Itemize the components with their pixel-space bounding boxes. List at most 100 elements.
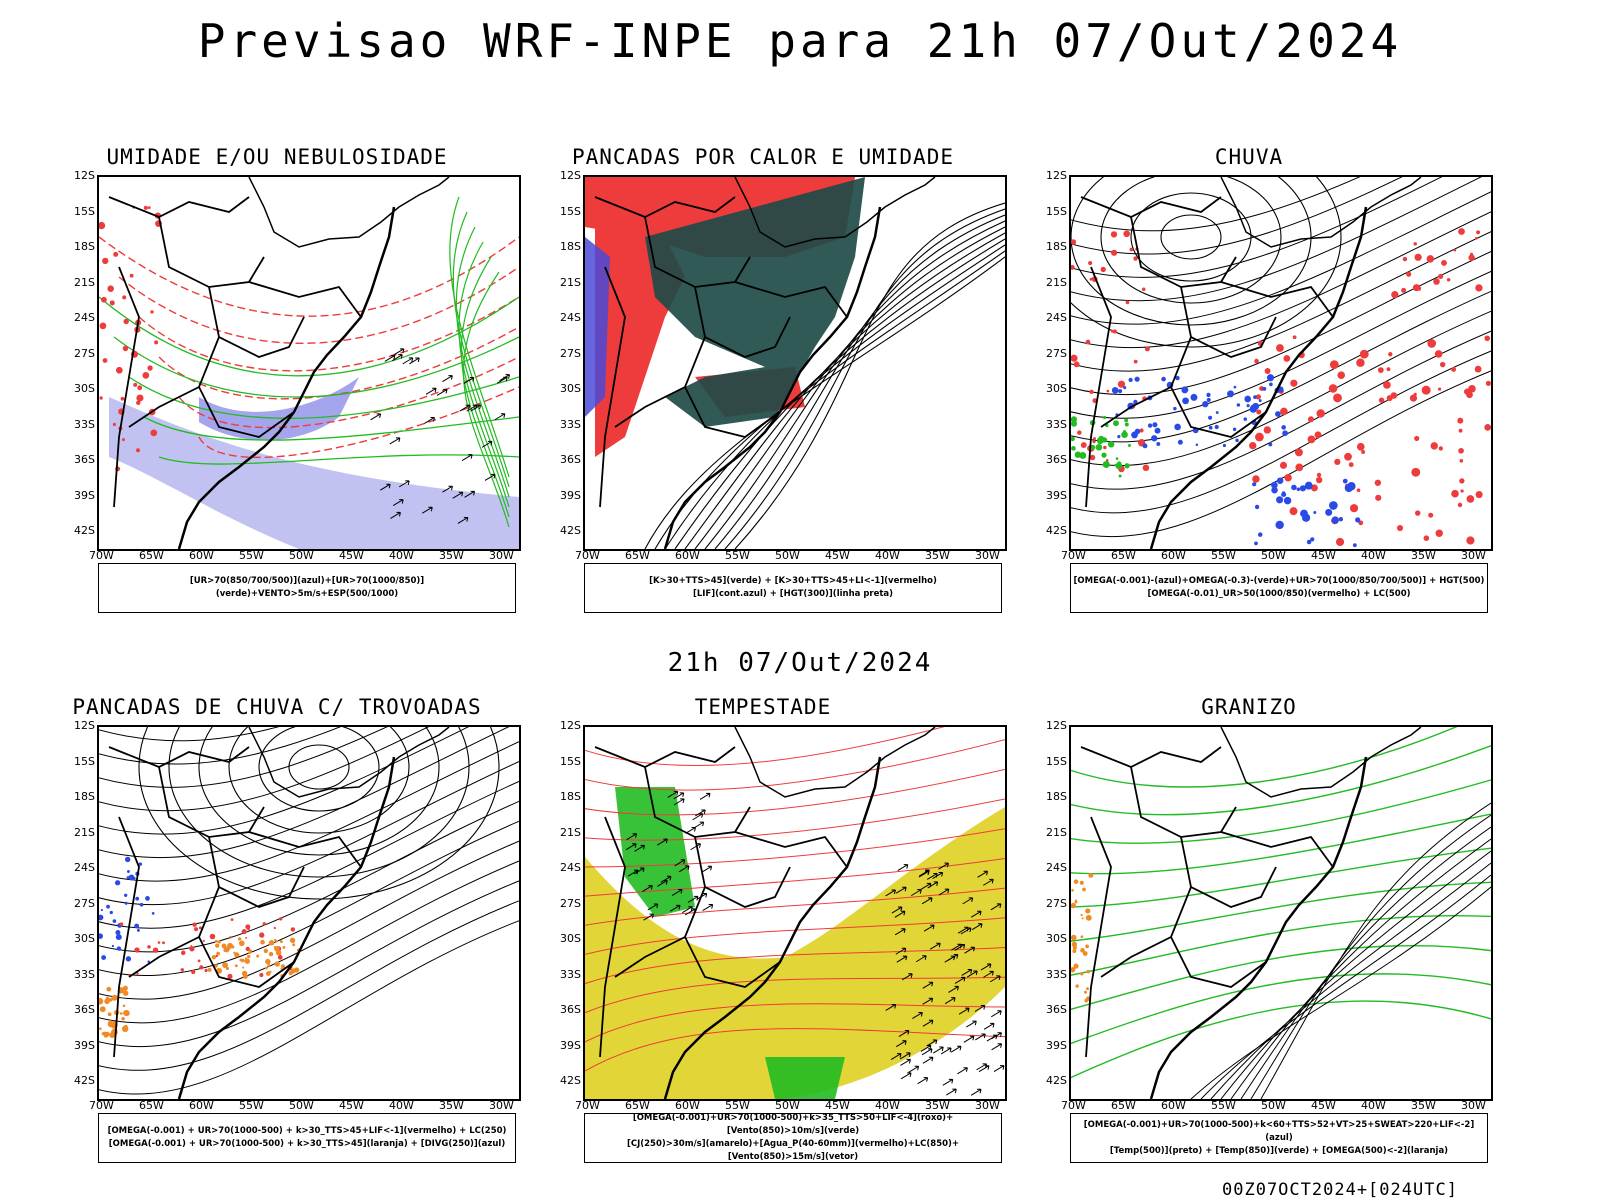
lat-tick-label: 24S <box>1046 861 1067 874</box>
lat-tick-label: 33S <box>560 417 581 431</box>
map-svg <box>99 177 519 549</box>
lon-tick-label: 35W <box>925 1099 950 1112</box>
lat-tick-label: 39S <box>1046 1038 1067 1052</box>
valid-time-title: 21h 07/Out/2024 <box>667 648 933 678</box>
lat-tick-label: 18S <box>560 790 581 803</box>
lat-tick-label: 36S <box>74 453 95 466</box>
lon-tick-label: 50W <box>775 1099 800 1112</box>
lon-tick-label: 55W <box>1211 1099 1236 1112</box>
lat-tick-label: 21S <box>1046 825 1067 839</box>
lon-tick-label: 55W <box>1211 549 1236 562</box>
lat-tick-label: 39S <box>560 488 581 502</box>
lat-tick-label: 24S <box>560 861 581 874</box>
legend-box: [K>30+TTS>45](verde) + [K>30+TTS>45+LI<-… <box>584 563 1002 613</box>
panel-granizo: GRANIZO 12S 15S 18S 21S 24S 27S 30S 33S 36S 39S 42S… <box>1029 695 1499 1185</box>
lon-tick-label: 40W <box>389 549 414 562</box>
lat-tick-label: 15S <box>560 204 581 218</box>
lon-tick-label: 60W <box>189 1099 214 1112</box>
lat-tick-label: 33S <box>560 967 581 981</box>
lat-tick-label: 15S <box>1046 754 1067 768</box>
lon-tick-label: 55W <box>239 549 264 562</box>
legend-line: [OMEGA(-0.001) + UR>70(1000-500) + k>30_… <box>107 1126 507 1136</box>
lat-tick-label: 36S <box>74 1003 95 1016</box>
lon-tick-label: 65W <box>139 549 164 562</box>
lon-tick-label: 55W <box>725 549 750 562</box>
legend-box: [OMEGA(-0.001)-(azul)+OMEGA(-0.3)-(verde… <box>1070 563 1488 613</box>
lat-tick-label: 24S <box>1046 311 1067 324</box>
legend-line: [UR>70(850/700/500)](azul)+[UR>70(1000/8… <box>189 576 425 599</box>
lat-tick-label: 15S <box>74 204 95 218</box>
lon-tick-label: 35W <box>925 549 950 562</box>
panel-tempestade: TEMPESTADE 12S 15S 18S 21S 24S 27S 30S 33S 36S 39S… <box>543 695 1013 1185</box>
lat-tick-label: 36S <box>1046 453 1067 466</box>
panel-title: CHUVA <box>1214 145 1284 169</box>
lat-tick-label: 12S <box>1046 169 1067 182</box>
lat-tick-label: 33S <box>74 417 95 431</box>
lon-tick-label: 35W <box>1411 549 1436 562</box>
lat-tick-label: 42S <box>74 524 95 537</box>
map-svg <box>1071 727 1491 1099</box>
lon-tick-label: 30W <box>1461 549 1486 562</box>
lat-tick-label: 42S <box>560 524 581 537</box>
panel-chuva: CHUVA 12S 15S 18S 21S 24S 27S 30S 33S 36S 39S 42S 70… <box>1029 145 1499 635</box>
lon-tick-label: 40W <box>1361 1099 1386 1112</box>
lon-tick-label: 65W <box>1111 549 1136 562</box>
main-title: Previsao WRF-INPE para 21h 07/Out/2024 <box>197 14 1403 68</box>
lat-tick-label: 12S <box>560 719 581 732</box>
panel-title: UMIDADE E/OU NEBULOSIDADE <box>106 145 448 169</box>
lon-tick-label: 65W <box>625 1099 650 1112</box>
lon-tick-label: 45W <box>825 1099 850 1112</box>
lon-tick-label: 70W <box>89 549 114 562</box>
panel-title: PANCADAS POR CALOR E UMIDADE <box>571 145 954 169</box>
panel-umidade: UMIDADE E/OU NEBULOSIDADE 12S 15S 18S 21S 24S… <box>57 145 527 635</box>
lat-tick-label: 27S <box>560 896 581 910</box>
legend-box: [UR>70(850/700/500)](azul)+[UR>70(1000/8… <box>98 563 516 613</box>
lon-tick-label: 45W <box>1311 549 1336 562</box>
lon-tick-label: 50W <box>1261 1099 1286 1112</box>
lon-tick-label: 60W <box>1161 549 1186 562</box>
lon-tick-label: 65W <box>1111 1099 1136 1112</box>
lat-tick-label: 39S <box>560 1038 581 1052</box>
lat-tick-label: 18S <box>1046 790 1067 803</box>
lon-tick-label: 70W <box>575 1099 600 1112</box>
lat-tick-label: 24S <box>560 311 581 324</box>
legend-line: [OMEGA(-0.001)-(azul)+OMEGA(-0.3)-(verde… <box>1073 576 1485 586</box>
legend-box: [OMEGA(-0.001)+UR>70(1000-500)+k>35_TTS>… <box>584 1113 1002 1163</box>
lon-tick-label: 30W <box>489 549 514 562</box>
lat-tick-label: 21S <box>560 275 581 289</box>
legend-box: [OMEGA(-0.001)+UR>70(1000-500)+k<60+TTS>… <box>1070 1113 1488 1163</box>
legend-line: [OMEGA(-0.001)+UR>70(1000-500)+k>35_TTS>… <box>632 1113 954 1136</box>
panel-title: PANCADAS DE CHUVA C/ TROVOADAS <box>72 695 482 719</box>
legend-box: [OMEGA(-0.001) + UR>70(1000-500) + k>30_… <box>98 1113 516 1163</box>
legend-line: [CJ(250)>30m/s](amarelo)+[Agua_P(40-60mm… <box>626 1139 960 1162</box>
lat-tick-label: 36S <box>1046 1003 1067 1016</box>
map-svg <box>1071 177 1491 549</box>
map-svg <box>585 177 1005 549</box>
lat-tick-label: 18S <box>74 240 95 253</box>
lat-tick-label: 27S <box>74 346 95 360</box>
lat-tick-label: 27S <box>1046 896 1067 910</box>
lat-tick-label: 21S <box>560 825 581 839</box>
lon-tick-label: 30W <box>1461 1099 1486 1112</box>
lat-tick-label: 18S <box>74 790 95 803</box>
lat-tick-label: 24S <box>74 311 95 324</box>
map-plot <box>583 725 1007 1101</box>
lat-tick-label: 15S <box>74 754 95 768</box>
lat-tick-label: 30S <box>74 382 95 395</box>
lat-tick-label: 42S <box>74 1074 95 1087</box>
run-time-footer: 00Z07OCT2024+[024UTC] <box>1222 1180 1458 1200</box>
legend-line: [Temp(500)](preto) + [Temp(850)](verde) … <box>1109 1145 1449 1156</box>
panel-pancadas-calor: PANCADAS POR CALOR E UMIDADE 12S 15S 18S 21S… <box>543 145 1013 635</box>
lon-tick-label: 40W <box>875 549 900 562</box>
panel-pancadas-trovoadas: PANCADAS DE CHUVA C/ TROVOADAS 12S 15S 18S 2… <box>57 695 527 1185</box>
lon-tick-label: 55W <box>725 1099 750 1112</box>
lon-tick-label: 60W <box>189 549 214 562</box>
lon-tick-label: 45W <box>825 549 850 562</box>
lon-tick-label: 70W <box>89 1099 114 1112</box>
map-plot <box>583 175 1007 551</box>
panel-title: TEMPESTADE <box>694 695 832 719</box>
lat-tick-label: 30S <box>1046 382 1067 395</box>
map-plot <box>97 725 521 1101</box>
lat-tick-label: 30S <box>1046 932 1067 945</box>
lon-tick-label: 50W <box>1261 549 1286 562</box>
